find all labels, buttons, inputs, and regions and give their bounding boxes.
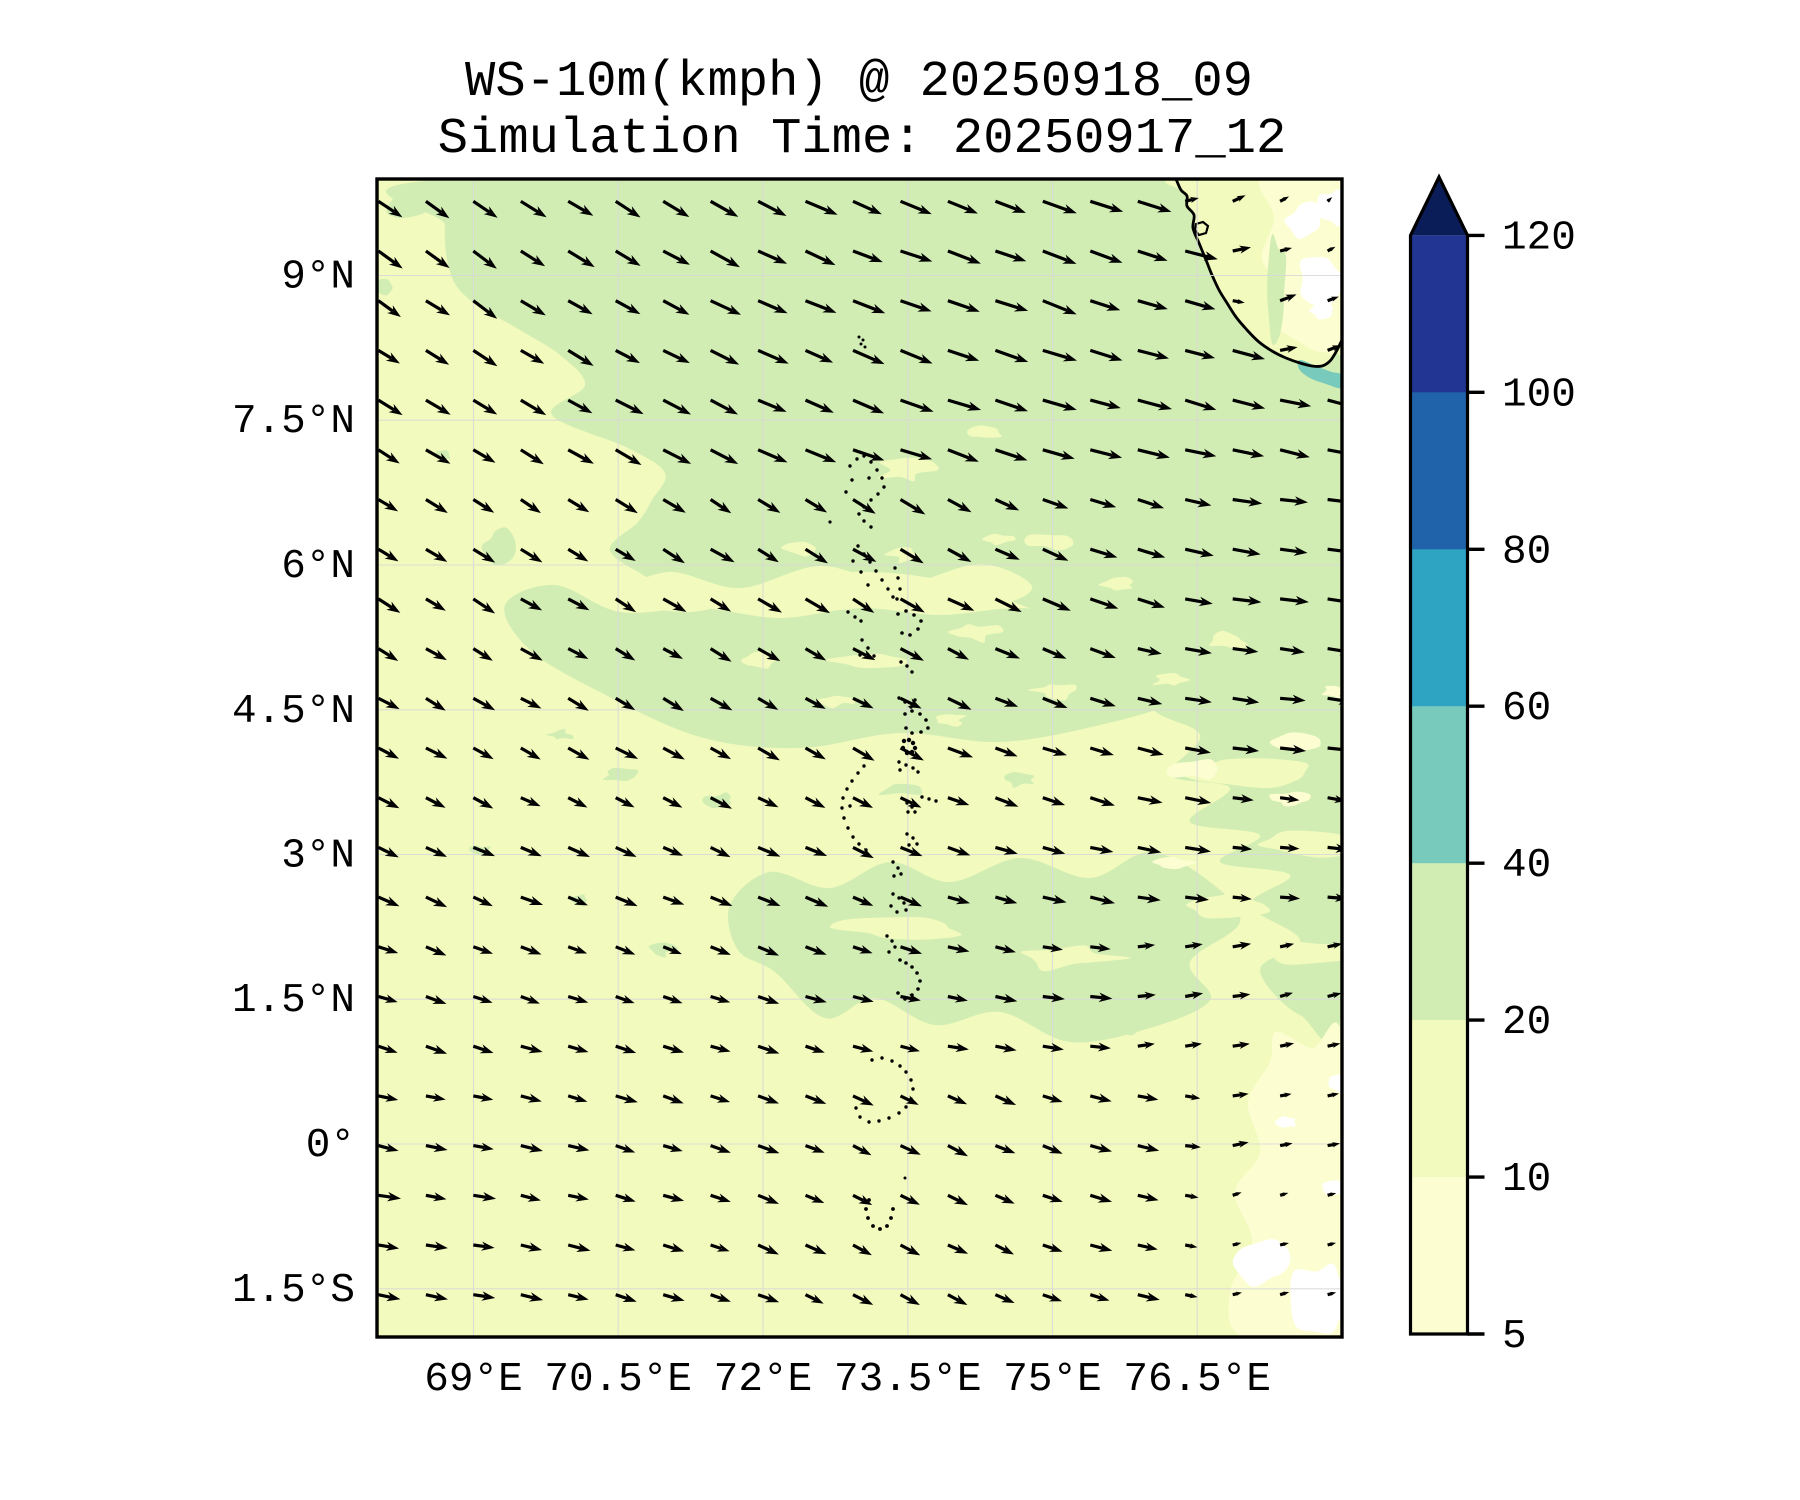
svg-text:80: 80 [1502,529,1551,575]
svg-text:10: 10 [1502,1157,1551,1203]
svg-text:1.5°S: 1.5°S [232,1268,355,1314]
svg-text:100: 100 [1502,372,1576,418]
svg-text:7.5°N: 7.5°N [232,399,355,445]
svg-text:0°: 0° [306,1123,355,1169]
svg-text:70.5°E: 70.5°E [544,1357,692,1403]
svg-text:120: 120 [1502,215,1576,261]
svg-text:69°E: 69°E [424,1357,522,1403]
svg-text:3°N: 3°N [281,834,355,880]
svg-text:76.5°E: 76.5°E [1123,1357,1271,1403]
svg-text:Simulation Time: 20250917_12: Simulation Time: 20250917_12 [438,111,1287,168]
svg-text:75°E: 75°E [1003,1357,1101,1403]
svg-text:20: 20 [1502,1000,1551,1046]
svg-text:72°E: 72°E [714,1357,812,1403]
svg-text:4.5°N: 4.5°N [232,689,355,735]
svg-text:6°N: 6°N [281,544,355,590]
svg-text:5: 5 [1502,1314,1527,1360]
svg-text:WS-10m(kmph) @ 20250918_09: WS-10m(kmph) @ 20250918_09 [465,54,1253,111]
svg-text:73.5°E: 73.5°E [834,1357,982,1403]
svg-text:1.5°N: 1.5°N [232,978,355,1024]
svg-text:9°N: 9°N [281,255,355,301]
svg-text:40: 40 [1502,843,1551,889]
svg-text:60: 60 [1502,686,1551,732]
